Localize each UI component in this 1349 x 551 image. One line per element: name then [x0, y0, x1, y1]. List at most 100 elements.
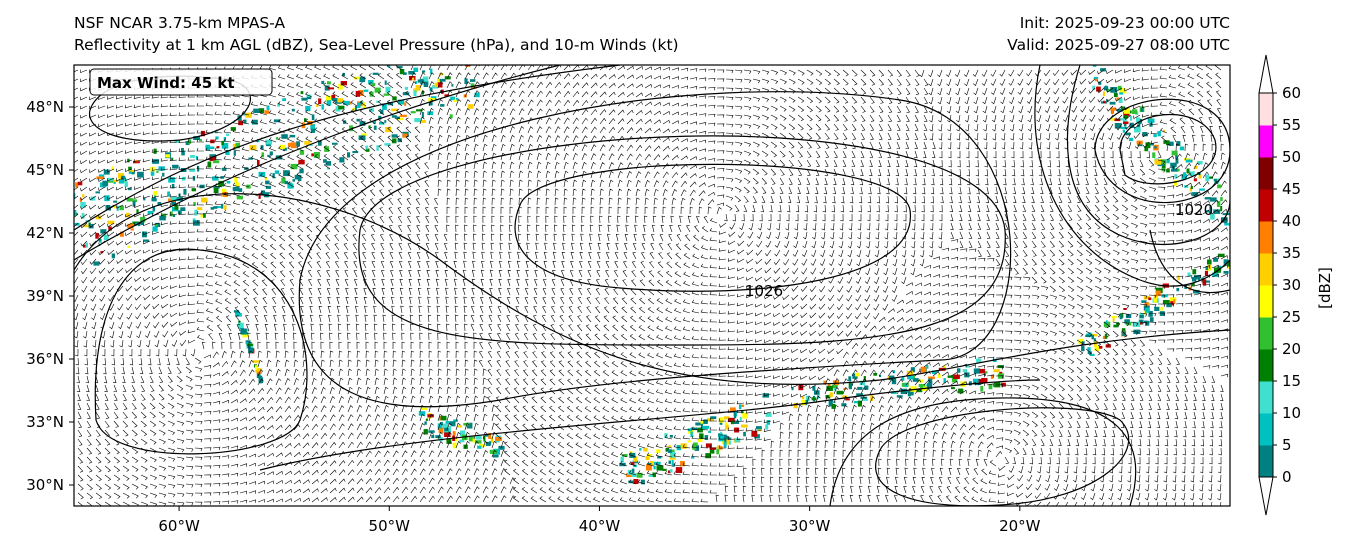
reflectivity-echo	[245, 340, 251, 343]
reflectivity-echo	[100, 251, 104, 254]
reflectivity-echo	[633, 479, 639, 484]
reflectivity-echo	[347, 152, 351, 158]
reflectivity-echo	[235, 142, 240, 149]
reflectivity-echo	[477, 445, 482, 449]
reflectivity-echo	[1083, 54, 1085, 60]
reflectivity-echo	[234, 176, 238, 183]
reflectivity-echo	[1090, 353, 1095, 356]
reflectivity-echo	[255, 368, 262, 373]
reflectivity-echo	[107, 220, 115, 225]
reflectivity-echo	[444, 427, 451, 433]
reflectivity-echo	[310, 128, 316, 133]
reflectivity-echo	[1166, 303, 1172, 308]
reflectivity-echo	[943, 378, 946, 384]
reflectivity-echo	[1112, 316, 1115, 322]
reflectivity-echo	[657, 456, 662, 459]
reflectivity-echo	[1175, 158, 1179, 164]
colorbar-extend-max	[1258, 54, 1274, 94]
reflectivity-echo	[1193, 289, 1200, 294]
reflectivity-echo	[1122, 121, 1129, 125]
reflectivity-echo	[1087, 351, 1092, 354]
reflectivity-echo	[453, 99, 457, 102]
reflectivity-echo	[408, 71, 415, 75]
reflectivity-echo	[1144, 320, 1148, 324]
reflectivity-echo	[1091, 334, 1094, 340]
reflectivity-echo	[1199, 188, 1205, 191]
reflectivity-echo	[671, 460, 674, 466]
reflectivity-echo	[912, 378, 919, 382]
reflectivity-echo	[832, 384, 838, 389]
reflectivity-echo	[704, 435, 709, 440]
reflectivity-echo	[318, 98, 322, 104]
reflectivity-echo	[828, 400, 832, 407]
reflectivity-echo	[725, 424, 729, 430]
reflectivity-echo	[363, 89, 369, 92]
reflectivity-echo	[264, 177, 267, 181]
reflectivity-echo	[352, 107, 356, 112]
reflectivity-echo	[680, 461, 685, 467]
colorbar-tick-label: 15	[1282, 372, 1301, 390]
reflectivity-echo	[1203, 280, 1210, 283]
reflectivity-echo	[733, 412, 737, 419]
reflectivity-echo	[1122, 129, 1125, 133]
reflectivity-echo	[258, 375, 263, 382]
reflectivity-echo	[856, 393, 864, 396]
reflectivity-echo	[356, 118, 360, 122]
reflectivity-echo	[425, 51, 429, 55]
reflectivity-echo	[373, 125, 377, 130]
reflectivity-echo	[272, 173, 275, 179]
reflectivity-echo	[260, 145, 264, 150]
reflectivity-echo	[74, 193, 76, 199]
reflectivity-echo	[136, 209, 139, 214]
reflectivity-echo	[455, 97, 459, 101]
reflectivity-echo	[203, 213, 206, 218]
reflectivity-echo	[338, 105, 345, 110]
reflectivity-echo	[1118, 98, 1123, 103]
reflectivity-echo	[1140, 108, 1144, 112]
reflectivity-echo	[252, 360, 259, 363]
reflectivity-echo	[1117, 109, 1123, 112]
reflectivity-echo	[416, 109, 423, 112]
reflectivity-echo	[185, 141, 190, 145]
reflectivity-echo	[437, 82, 443, 88]
reflectivity-echo	[850, 383, 853, 386]
reflectivity-echo	[1119, 92, 1124, 95]
reflectivity-echo	[1160, 306, 1163, 311]
reflectivity-echo	[95, 191, 100, 194]
reflectivity-echo	[171, 184, 175, 189]
reflectivity-echo	[1176, 288, 1180, 292]
reflectivity-echo	[107, 177, 113, 182]
reflectivity-echo	[156, 170, 159, 173]
reflectivity-echo	[191, 188, 196, 192]
reflectivity-echo	[343, 100, 350, 105]
lat-tick-label: 42°N	[26, 224, 64, 242]
lat-tick-label: 39°N	[26, 287, 64, 305]
reflectivity-echo	[993, 369, 1000, 373]
reflectivity-echo	[171, 157, 174, 161]
reflectivity-echo	[1094, 341, 1097, 347]
reflectivity-echo	[451, 421, 456, 427]
reflectivity-echo	[1144, 146, 1149, 152]
reflectivity-echo	[901, 377, 905, 381]
reflectivity-echo	[953, 374, 960, 379]
reflectivity-echo	[1123, 108, 1130, 114]
longitude-axis: 60°W 50°W 40°W 30°W 20°W	[158, 506, 1041, 535]
reflectivity-echo	[1125, 132, 1131, 136]
reflectivity-echo	[928, 376, 935, 380]
reflectivity-echo	[916, 389, 923, 393]
reflectivity-echo	[860, 396, 868, 399]
reflectivity-echo	[896, 395, 903, 398]
reflectivity-echo	[1185, 159, 1192, 163]
reflectivity-echo	[335, 106, 341, 112]
reflectivity-echo	[102, 180, 109, 187]
reflectivity-echo	[422, 70, 426, 73]
reflectivity-echo	[1217, 253, 1225, 258]
reflectivity-echo	[1147, 118, 1155, 123]
reflectivity-echo	[1189, 171, 1195, 177]
reflectivity-echo	[1145, 320, 1150, 326]
reflectivity-echo	[96, 176, 104, 179]
reflectivity-echo	[1096, 86, 1101, 92]
reflectivity-echo	[235, 313, 242, 317]
reflectivity-echo	[1170, 297, 1177, 302]
reflectivity-echo	[1094, 78, 1098, 82]
